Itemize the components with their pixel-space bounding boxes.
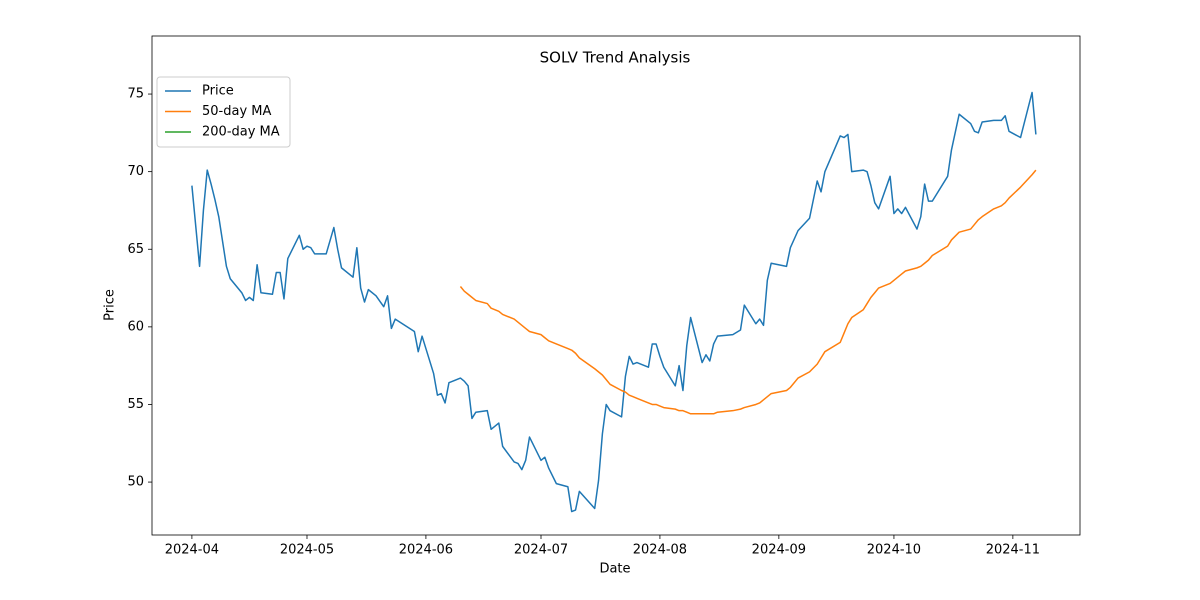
x-tick-label: 2024-08 <box>633 543 687 558</box>
y-tick-label: 70 <box>127 164 144 179</box>
y-tick-label: 50 <box>127 475 144 490</box>
x-tick-label: 2024-05 <box>280 543 334 558</box>
legend: Price 50-day MA 200-day MA <box>156 76 291 148</box>
series-line <box>459 169 1037 415</box>
x-tick-label: 2024-10 <box>867 543 921 558</box>
y-axis-label: Price <box>103 289 118 321</box>
plot-frame <box>151 35 1081 536</box>
chart-title: SOLV Trend Analysis <box>540 49 691 67</box>
x-tick-label: 2024-07 <box>514 543 568 558</box>
y-tick-label: 60 <box>127 319 144 334</box>
legend-box <box>156 76 291 148</box>
y-tick-label: 65 <box>127 242 144 257</box>
x-tick-label: 2024-09 <box>752 543 806 558</box>
y-tick-label: 75 <box>127 87 144 102</box>
legend-label: 50-day MA <box>202 104 271 119</box>
series-line <box>191 91 1037 513</box>
x-tick-label: 2024-06 <box>399 543 453 558</box>
x-tick-label: 2024-11 <box>986 543 1040 558</box>
legend-label: 200-day MA <box>202 125 280 140</box>
legend-label: Price <box>202 84 234 99</box>
x-axis-label: Date <box>599 562 630 577</box>
x-tick-label: 2024-04 <box>165 543 219 558</box>
y-tick-label: 55 <box>127 397 144 412</box>
